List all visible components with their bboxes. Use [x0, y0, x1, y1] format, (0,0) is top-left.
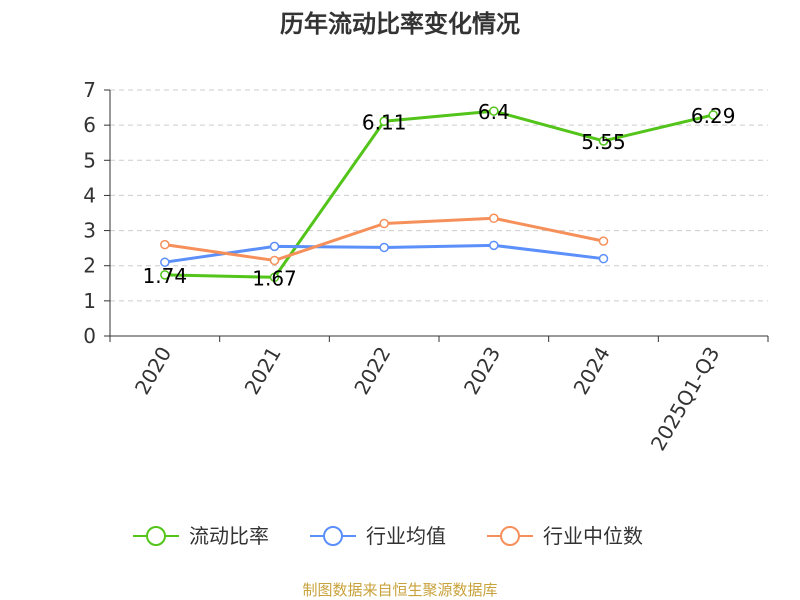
grid-lines — [110, 89, 768, 302]
chart-title: 历年流动比率变化情况 — [280, 10, 520, 38]
data-point — [598, 236, 609, 246]
x-tick-label: 2024 — [569, 343, 615, 399]
legend-label: 行业中位数 — [543, 524, 643, 548]
x-tick-label: 2020 — [130, 343, 176, 399]
data-point — [160, 257, 170, 267]
data-label: 6.4 — [478, 100, 510, 124]
legend-swatch-marker — [323, 526, 343, 546]
x-tick-label: 2021 — [240, 343, 286, 399]
data-label: 6.11 — [362, 110, 407, 134]
legend[interactable]: 流动比率 行业均值 行业中位数 — [133, 524, 643, 548]
data-point — [160, 270, 170, 280]
y-tick-label: 3 — [83, 219, 96, 243]
data-point — [489, 106, 499, 116]
legend-label: 行业均值 — [366, 524, 446, 548]
y-tick-label: 7 — [83, 78, 96, 102]
data-point — [269, 272, 280, 283]
series-line-1 — [164, 109, 714, 279]
data-label: 5.55 — [581, 130, 626, 154]
data-point — [598, 253, 609, 264]
data-point — [379, 242, 389, 253]
data-point — [269, 241, 280, 252]
legend-swatch-marker — [146, 526, 166, 546]
data-point — [379, 116, 389, 127]
y-tick-label: 5 — [83, 148, 96, 172]
data-label: 1.67 — [252, 266, 297, 290]
y-tick-label: 4 — [83, 183, 96, 207]
y-tick-label: 6 — [83, 113, 96, 137]
data-point — [269, 255, 280, 266]
x-tick-label: 2025Q1-Q3 — [646, 343, 725, 455]
data-point — [708, 110, 718, 120]
x-tick-label: 2023 — [459, 343, 505, 399]
data-label: 6.29 — [691, 104, 736, 128]
data-point — [160, 239, 170, 250]
data-point — [379, 218, 389, 229]
series-lines — [160, 106, 718, 283]
legend-item-3[interactable]: 行业中位数 — [487, 524, 643, 548]
x-tick-label: 2022 — [349, 343, 395, 399]
data-label: 1.74 — [143, 264, 188, 288]
legend-label: 流动比率 — [189, 524, 269, 548]
y-tick-label: 2 — [83, 254, 96, 278]
data-point — [489, 240, 499, 251]
data-labels: 1.74 1.67 6.11 6.4 5.55 6.29 — [143, 100, 736, 290]
data-point — [598, 136, 609, 146]
legend-item-1[interactable]: 流动比率 — [133, 524, 269, 548]
legend-item-2[interactable]: 行业均值 — [310, 524, 446, 548]
y-tick-label: 0 — [83, 324, 96, 348]
source-note: 制图数据来自恒生聚源数据库 — [302, 581, 497, 599]
legend-swatch-marker — [500, 526, 520, 546]
data-point — [489, 213, 499, 224]
y-tick-label: 1 — [83, 289, 96, 313]
